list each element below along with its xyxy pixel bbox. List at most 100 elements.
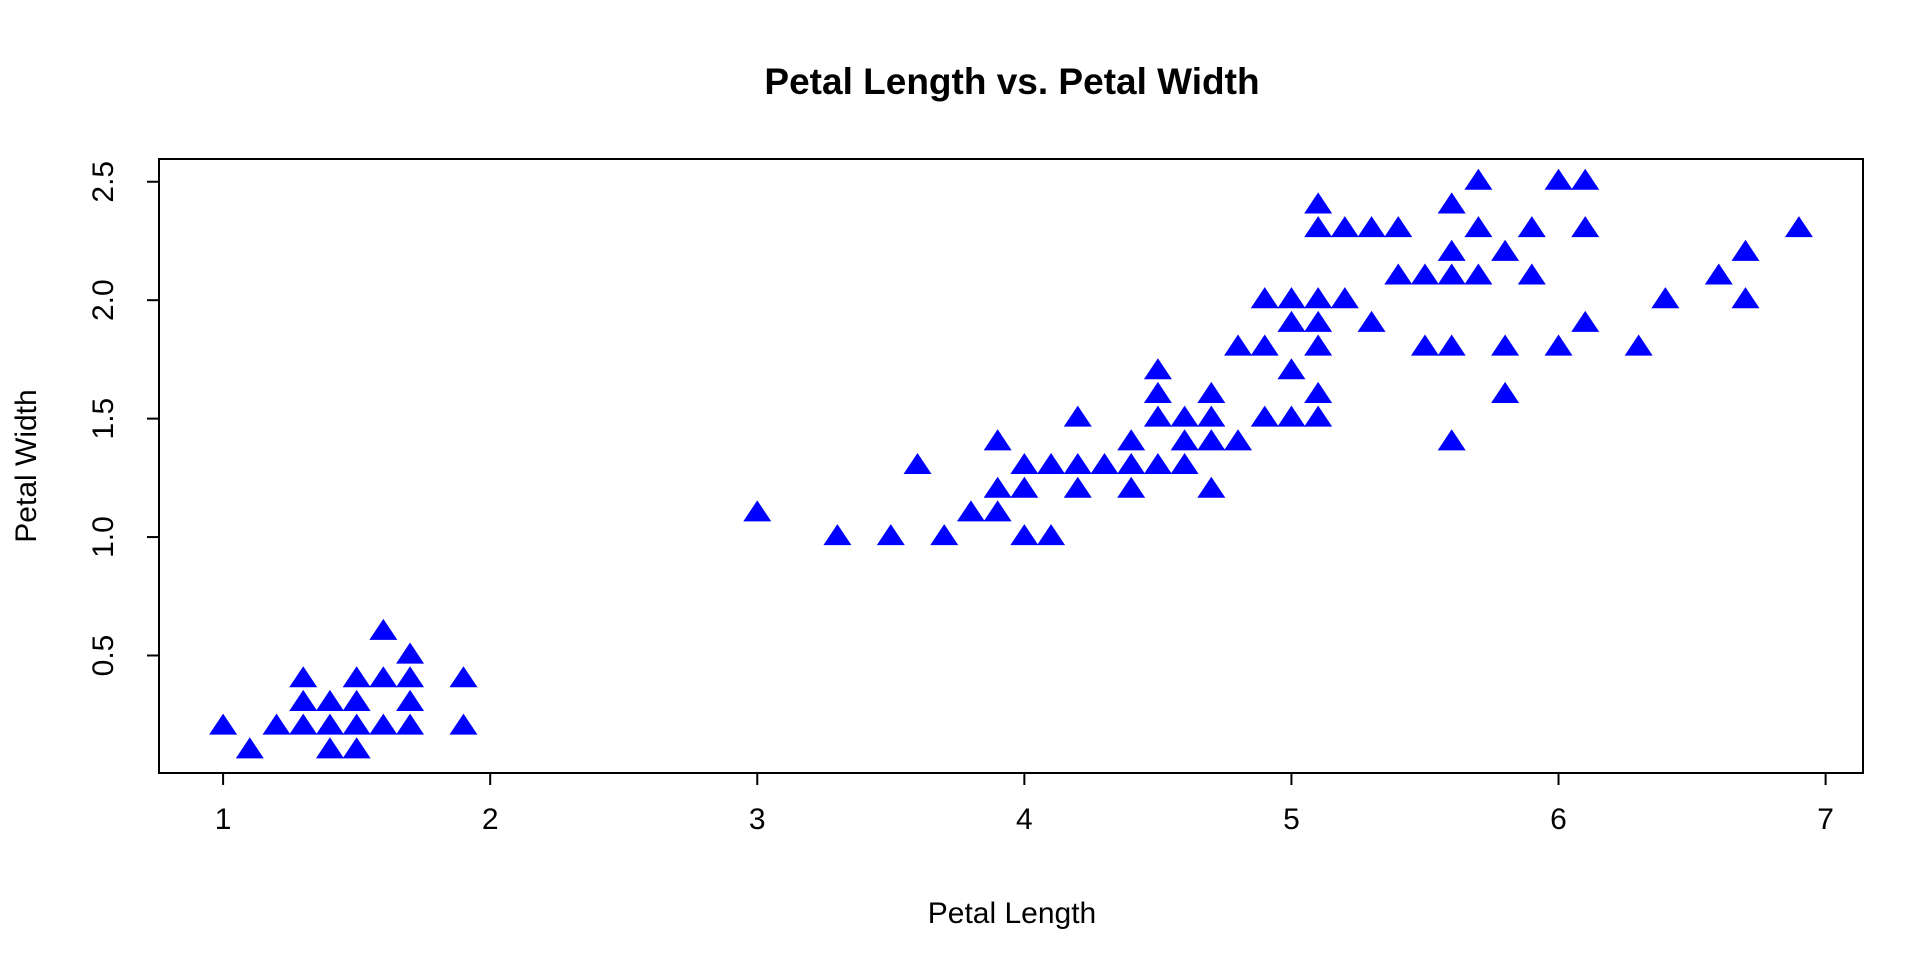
data-point [1250,287,1279,309]
data-point [1010,524,1039,546]
x-tick-label: 3 [749,803,766,836]
data-point [1197,381,1226,403]
y-axis-label: Petal Width [10,389,43,542]
data-point [369,618,398,640]
x-tick-label: 4 [1016,803,1033,836]
data-point [1304,405,1333,427]
data-point [209,713,238,735]
x-tick-label: 2 [482,803,499,836]
data-point [396,666,425,688]
data-point [1571,168,1600,190]
data-point [1330,287,1359,309]
data-point [1143,381,1172,403]
data-point [342,666,371,688]
data-point [1010,476,1039,498]
data-point [396,713,425,735]
data-point [1330,216,1359,238]
data-point [1143,453,1172,475]
data-point [1117,429,1146,451]
data-point [1277,287,1306,309]
y-tick-label: 1.5 [87,398,120,440]
data-point [1464,168,1493,190]
data-point [1437,192,1466,214]
data-point [289,689,318,711]
data-point [262,713,291,735]
y-axis: 0.5 1.0 1.5 2.0 2.5 [87,161,160,677]
data-point [396,689,425,711]
data-point [1464,216,1493,238]
data-point [1437,334,1466,356]
data-point [1143,405,1172,427]
data-point [1410,263,1439,285]
data-point [1063,453,1092,475]
data-point [1063,476,1092,498]
data-point [1517,216,1546,238]
data-point [449,666,478,688]
data-point [1384,263,1413,285]
data-point [1117,476,1146,498]
data-point [1250,405,1279,427]
data-point [1170,405,1199,427]
data-point [449,713,478,735]
data-point [369,713,398,735]
data-point [983,429,1012,451]
data-point [1384,216,1413,238]
data-point [1731,287,1760,309]
data-point [1624,334,1653,356]
data-point [1491,334,1520,356]
data-point [342,689,371,711]
data-point [1277,358,1306,380]
data-point [1143,358,1172,380]
data-point [1250,334,1279,356]
data-point [1491,381,1520,403]
data-point [1410,334,1439,356]
data-point [1117,453,1146,475]
data-point [1437,429,1466,451]
x-axis-label: Petal Length [928,897,1096,930]
x-tick-label: 6 [1550,803,1567,836]
data-point [369,666,398,688]
data-point [1651,287,1680,309]
data-point [315,737,344,759]
data-point [315,689,344,711]
y-tick-label: 2.5 [87,161,120,203]
data-point [1544,168,1573,190]
data-point [1304,381,1333,403]
data-point [1277,405,1306,427]
data-point [1544,334,1573,356]
data-point [743,500,772,522]
y-tick-label: 0.5 [87,635,120,677]
data-point [1170,429,1199,451]
data-point [1304,310,1333,332]
y-tick-label: 1.0 [87,516,120,558]
data-point [1037,524,1066,546]
data-point [1464,263,1493,285]
data-point [1784,216,1813,238]
data-point [1571,310,1600,332]
data-points [209,168,1813,759]
data-point [1304,334,1333,356]
data-point [342,737,371,759]
data-point [289,666,318,688]
data-point [983,500,1012,522]
y-tick-label: 2.0 [87,279,120,321]
data-point [983,476,1012,498]
data-point [235,737,264,759]
data-point [1224,429,1253,451]
data-point [396,642,425,664]
data-point [1197,429,1226,451]
data-point [930,524,959,546]
data-point [1357,310,1386,332]
data-point [1571,216,1600,238]
data-point [1357,216,1386,238]
data-point [1063,405,1092,427]
data-point [1037,453,1066,475]
data-point [1437,239,1466,261]
data-point [1704,263,1733,285]
x-tick-label: 7 [1817,803,1834,836]
data-point [823,524,852,546]
x-tick-label: 1 [215,803,232,836]
data-point [1277,310,1306,332]
data-point [1437,263,1466,285]
